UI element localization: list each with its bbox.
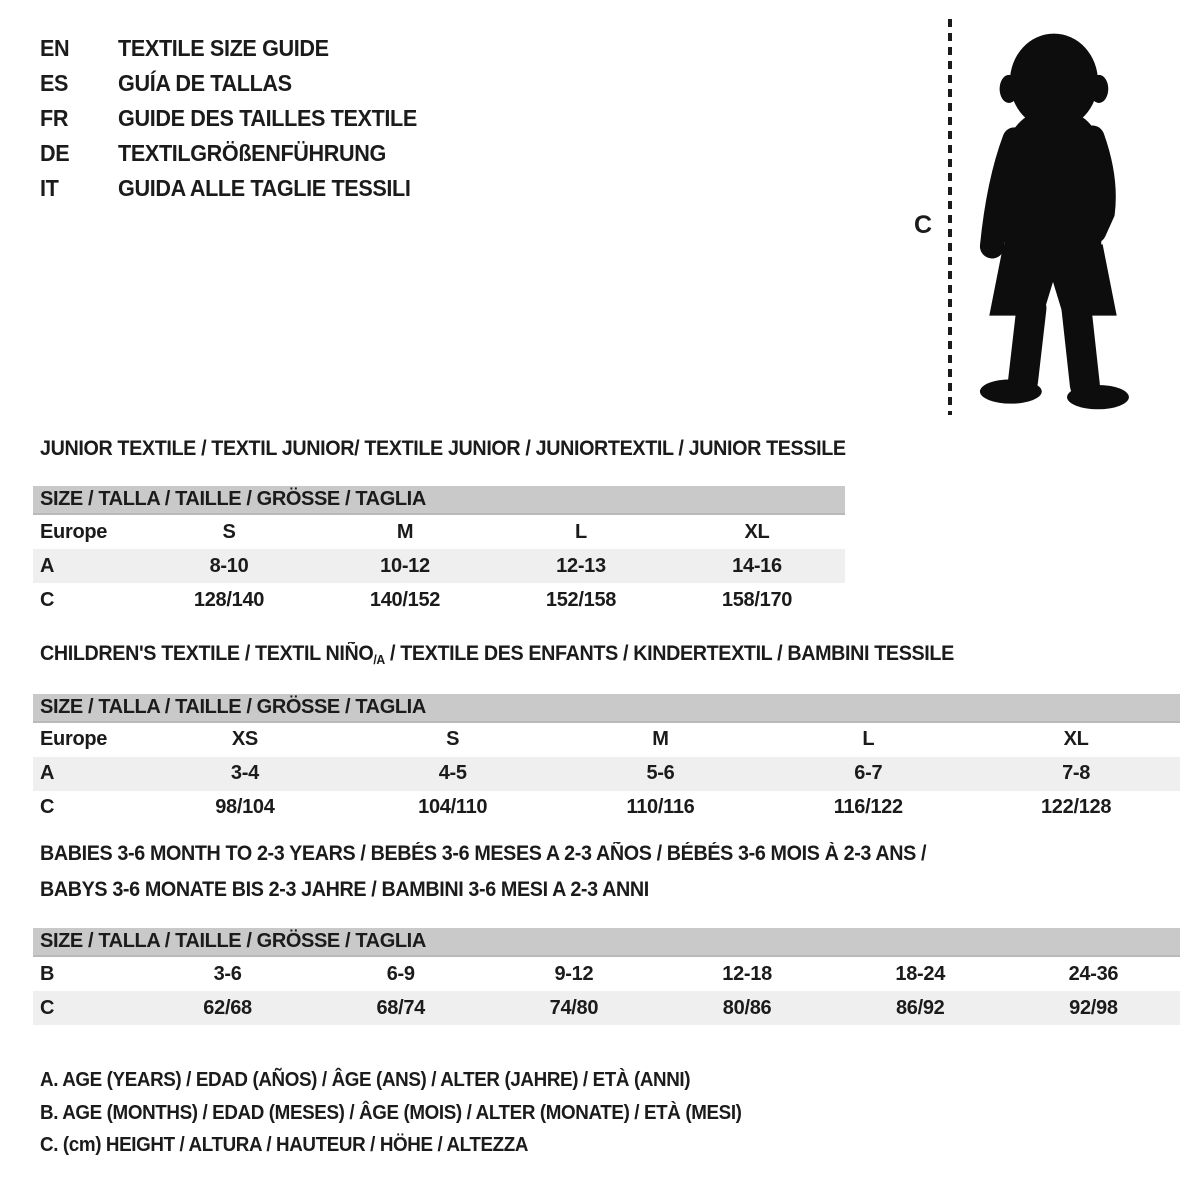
language-row-de: DE TEXTILGRÖßENFÜHRUNG	[40, 136, 417, 171]
table-cell: 140/152	[369, 588, 441, 611]
language-row-it: IT GUIDA ALLE TAGLIE TESSILI	[40, 171, 417, 206]
table-cell: 92/98	[1069, 996, 1118, 1019]
title-gap	[33, 866, 1180, 877]
row-label: Europe	[40, 520, 108, 543]
footnote-age-months: B. AGE (MONTHS) / EDAD (MESES) / ÂGE (MO…	[40, 1101, 742, 1124]
row-label: Europe	[40, 728, 108, 751]
table-cell: 74/80	[549, 996, 599, 1019]
table-cell: M	[396, 520, 414, 543]
table-row-europe: Europe XS S M L XL	[33, 723, 1180, 757]
section-title-babies-line1: BABIES 3-6 MONTH TO 2-3 YEARS / BEBÉS 3-…	[40, 842, 927, 865]
language-code: ES	[40, 70, 69, 96]
toddler-silhouette-icon	[979, 33, 1129, 410]
title-subscript: /A	[373, 652, 385, 667]
guide-title: GUIDA ALLE TAGLIE TESSILI	[118, 175, 411, 201]
section-children: CHILDREN'S TEXTILE / TEXTIL NIÑO/A / TEX…	[33, 641, 1180, 825]
table-cell: 6-7	[854, 762, 883, 785]
table-cell: 18-24	[895, 962, 946, 985]
title-part: / TEXTILE DES ENFANTS / KINDERTEXTIL / B…	[384, 642, 954, 665]
row-label: C	[40, 796, 55, 819]
table-row-height: C 62/68 68/74 74/80 80/86 86/92 92/98	[33, 991, 1180, 1026]
table-row-height: C 98/104 104/110 110/116 116/122 122/128	[33, 791, 1180, 825]
row-label: C	[40, 588, 55, 611]
table-cell: S	[222, 520, 236, 543]
table-row-height: C 128/140 140/152 152/158 158/170	[33, 583, 845, 617]
language-title-list: EN TEXTILE SIZE GUIDE ES GUÍA DE TALLAS …	[40, 31, 441, 206]
height-measure-dashed-line	[948, 19, 952, 415]
row-label: B	[40, 962, 55, 985]
table-cell: XS	[231, 728, 258, 751]
table-cell: 14-16	[732, 554, 782, 577]
size-header-row: SIZE / TALLA / TAILLE / GRÖSSE / TAGLIA	[33, 486, 845, 516]
table-cell: 158/170	[721, 588, 793, 611]
title-part: CHILDREN'S TEXTILE / TEXTIL NIÑO	[40, 642, 374, 665]
table-row-months: B 3-6 6-9 9-12 12-18 18-24 24-36	[33, 957, 1180, 991]
table-row-age: A 3-4 4-5 5-6 6-7 7-8	[33, 756, 1180, 791]
language-row-fr: FR GUIDE DES TAILLES TEXTILE	[40, 101, 417, 136]
language-row-en: EN TEXTILE SIZE GUIDE	[40, 31, 417, 66]
table-row-age: A 8-10 10-12 12-13 14-16	[33, 549, 845, 584]
table-cell: XL	[744, 520, 770, 543]
table-cell: 128/140	[193, 588, 265, 611]
table-cell: 80/86	[722, 996, 772, 1019]
section-title-babies-line2: BABYS 3-6 MONATE BIS 2-3 JAHRE / BAMBINI…	[40, 878, 649, 902]
section-babies: BABIES 3-6 MONTH TO 2-3 YEARS / BEBÉS 3-…	[33, 841, 1180, 1026]
language-code: DE	[40, 140, 70, 166]
table-cell: 122/128	[1040, 796, 1112, 819]
table-cell: 12-13	[556, 554, 606, 577]
row-label: C	[40, 996, 55, 1019]
table-cell: 68/74	[376, 996, 426, 1019]
footnote-age-years: A. AGE (YEARS) / EDAD (AÑOS) / ÂGE (ANS)…	[40, 1069, 691, 1091]
footnote-height-cm: C. (cm) HEIGHT / ALTURA / HAUTEUR / HÖHE…	[40, 1134, 529, 1156]
table-cell: M	[652, 728, 669, 751]
table-cell: 86/92	[895, 996, 945, 1019]
table-cell: 104/110	[418, 796, 488, 819]
row-label: A	[40, 762, 55, 785]
table-cell: L	[862, 728, 875, 751]
table-cell: 152/158	[545, 588, 617, 611]
table-cell: 6-9	[386, 962, 415, 985]
junior-size-table: SIZE / TALLA / TAILLE / GRÖSSE / TAGLIA …	[33, 486, 845, 617]
table-cell: 110/116	[626, 796, 695, 819]
table-row-europe: Europe S M L XL	[33, 515, 845, 549]
table-cell: 5-6	[646, 762, 675, 785]
table-cell: 3-6	[213, 962, 242, 985]
height-measure-label: C	[914, 211, 933, 239]
table-cell: 62/68	[203, 996, 252, 1019]
guide-title: TEXTILGRÖßENFÜHRUNG	[118, 140, 386, 166]
table-cell: 8-10	[209, 554, 249, 577]
table-cell: L	[575, 520, 587, 543]
size-header-row: SIZE / TALLA / TAILLE / GRÖSSE / TAGLIA	[33, 693, 1180, 723]
section-junior: JUNIOR TEXTILE / TEXTIL JUNIOR/ TEXTILE …	[33, 436, 846, 617]
children-size-table: SIZE / TALLA / TAILLE / GRÖSSE / TAGLIA …	[33, 693, 1180, 825]
language-code: EN	[40, 35, 70, 61]
row-label: A	[40, 554, 55, 577]
footnote-legend: A. AGE (YEARS) / EDAD (AÑOS) / ÂGE (ANS)…	[40, 1064, 786, 1162]
table-cell: 3-4	[230, 762, 259, 785]
table-cell: 9-12	[554, 962, 594, 985]
table-cell: 98/104	[215, 796, 275, 819]
table-cell: XL	[1063, 728, 1089, 751]
height-figure: C	[900, 15, 1170, 427]
size-header-row: SIZE / TALLA / TAILLE / GRÖSSE / TAGLIA	[33, 928, 1180, 958]
guide-title: TEXTILE SIZE GUIDE	[118, 35, 329, 61]
language-row-es: ES GUÍA DE TALLAS	[40, 66, 417, 101]
table-cell: S	[446, 728, 460, 751]
section-title-junior: JUNIOR TEXTILE / TEXTIL JUNIOR/ TEXTILE …	[40, 437, 846, 460]
table-cell: 24-36	[1068, 962, 1119, 985]
babies-size-table: SIZE / TALLA / TAILLE / GRÖSSE / TAGLIA …	[33, 928, 1180, 1026]
language-code: IT	[40, 175, 59, 201]
table-cell: 4-5	[438, 762, 467, 785]
section-title-children: CHILDREN'S TEXTILE / TEXTIL NIÑO/A / TEX…	[40, 641, 1112, 668]
table-cell: 7-8	[1062, 762, 1091, 785]
table-cell: 10-12	[380, 554, 430, 577]
language-code: FR	[40, 105, 69, 131]
guide-title: GUIDE DES TAILLES TEXTILE	[118, 105, 417, 131]
table-cell: 12-18	[722, 962, 772, 985]
table-cell: 116/122	[833, 796, 903, 819]
guide-title: GUÍA DE TALLAS	[118, 70, 292, 96]
